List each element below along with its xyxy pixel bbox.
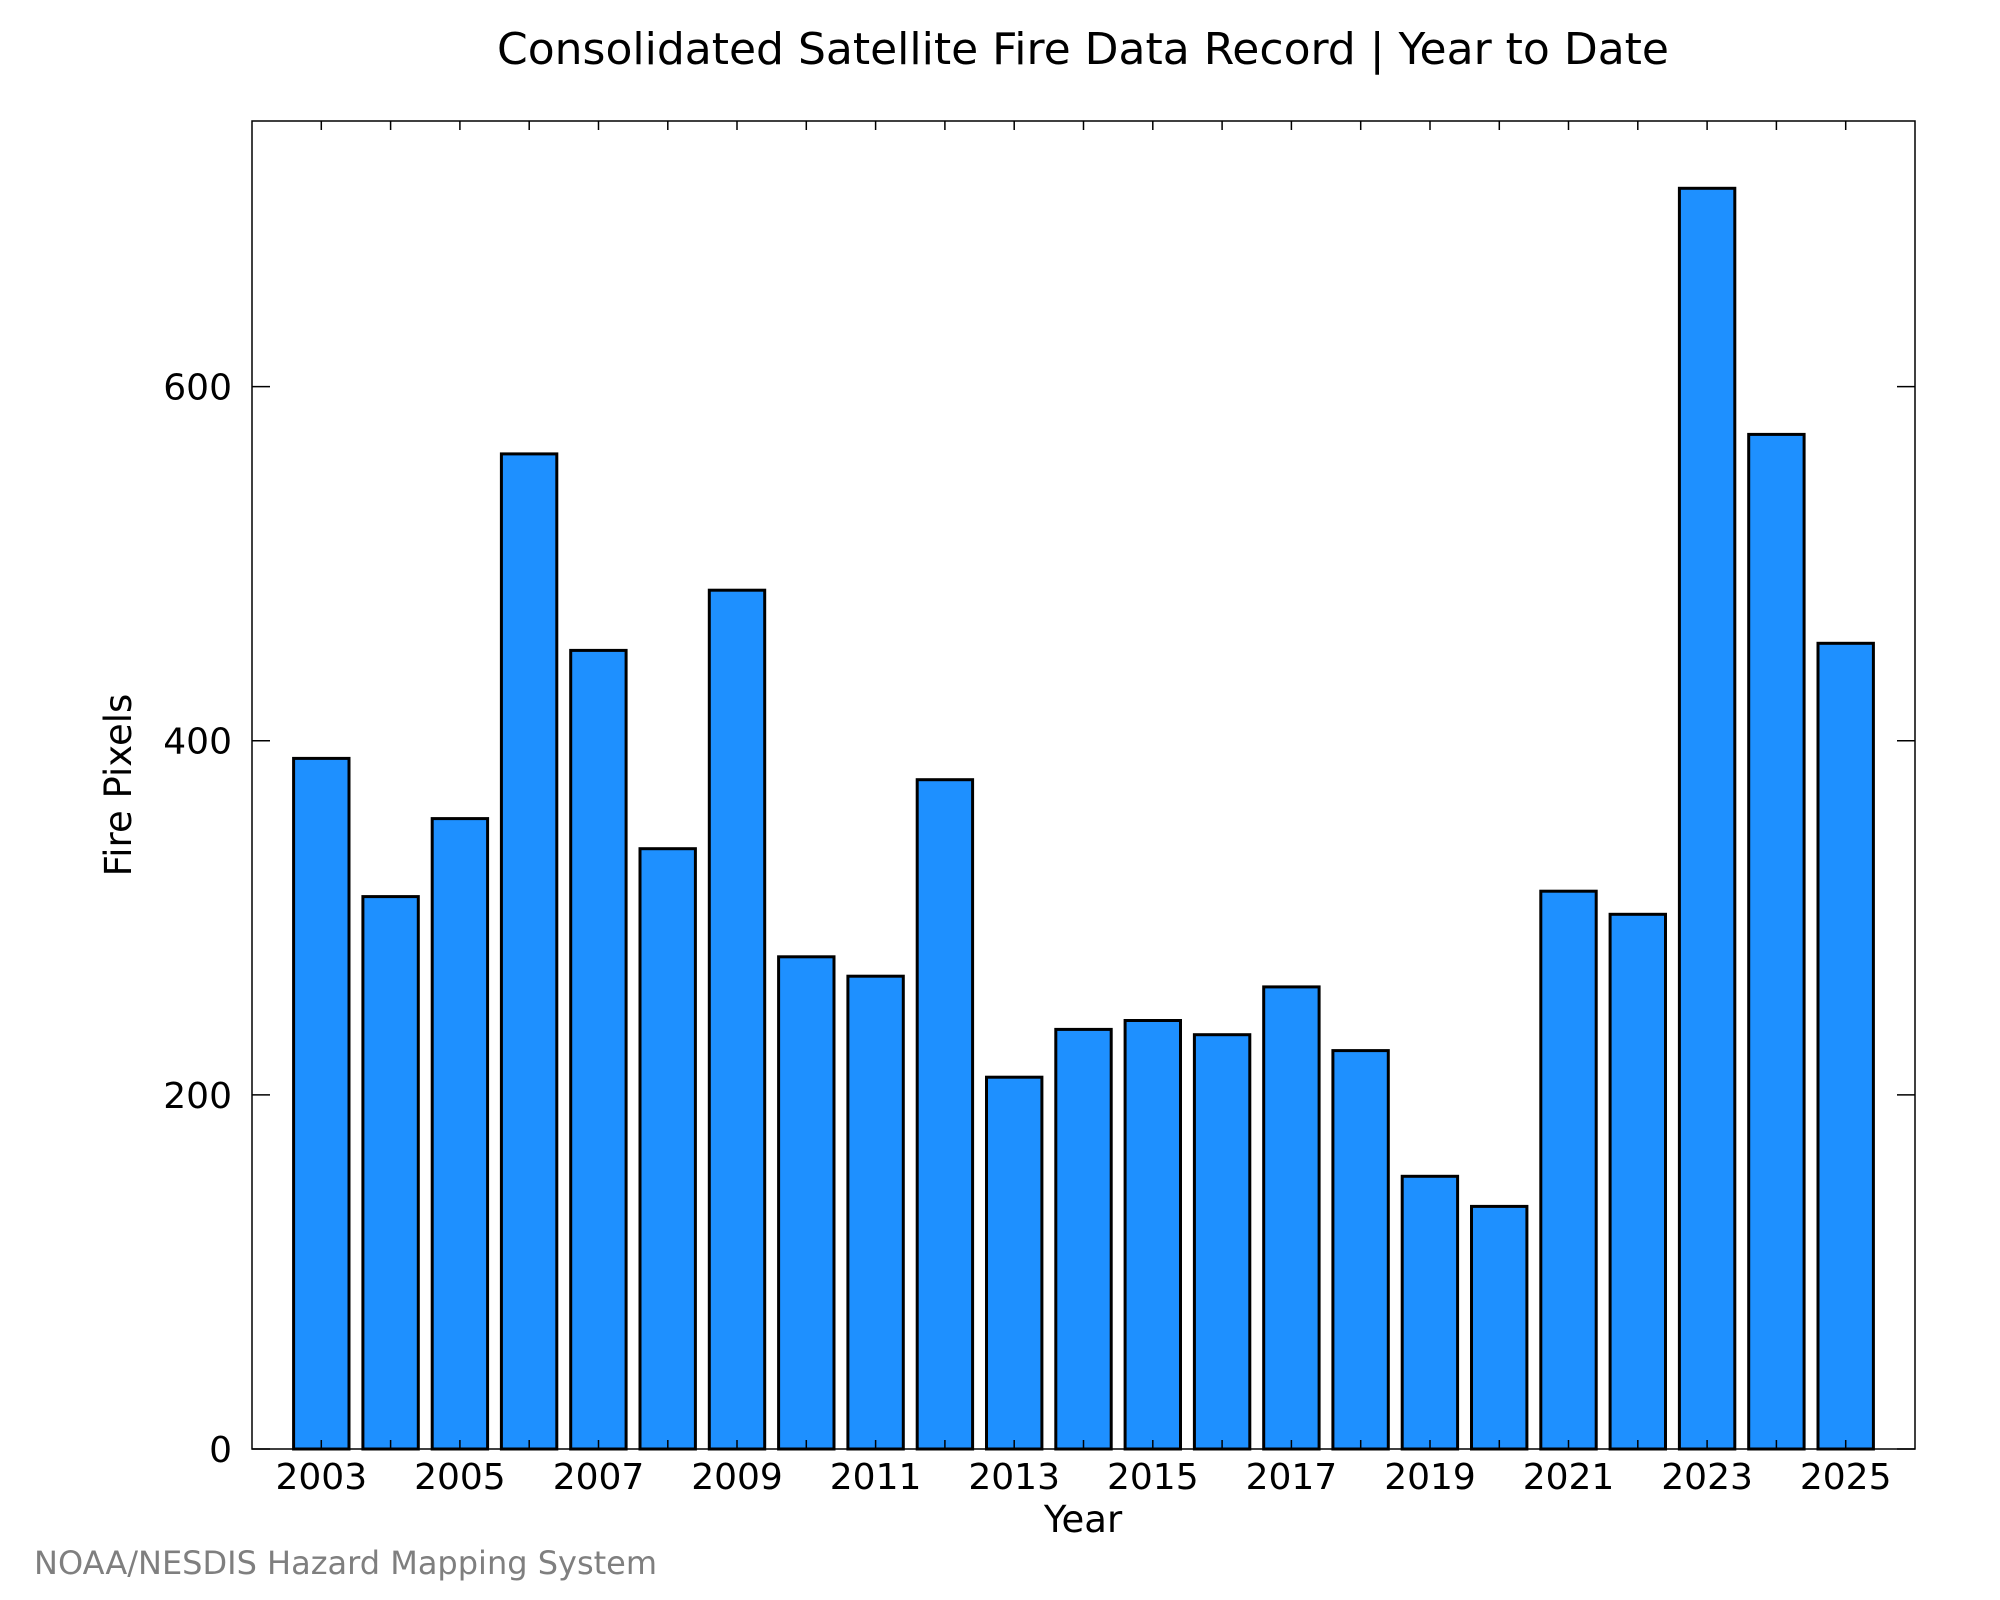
x-tick-label: 2025 <box>1800 1457 1892 1498</box>
bar-2016 <box>1192 1033 1252 1451</box>
x-tick-label: 2017 <box>1246 1457 1338 1498</box>
y-tick-label: 200 <box>163 1076 232 1117</box>
x-tick-label: 2021 <box>1523 1457 1615 1498</box>
bar-2008 <box>638 847 697 1451</box>
bar-2012 <box>915 778 975 1451</box>
bar-2003 <box>292 756 351 1451</box>
bar-2004 <box>361 895 420 1451</box>
chart-title: Consolidated Satellite Fire Data Record … <box>497 24 1669 75</box>
bar-2006 <box>499 452 559 1451</box>
bar-2014 <box>1054 1027 1113 1451</box>
x-axis-ticks: 2003 2005 2007 2009 2011 2013 2015 2017 2019 2021… <box>275 121 1892 1498</box>
x-tick-label: 2023 <box>1661 1457 1753 1498</box>
bar-2025 <box>1816 641 1875 1451</box>
bars <box>292 186 1875 1451</box>
bar-2022 <box>1608 912 1667 1451</box>
y-axis-ticks: 0 200 400 600 <box>163 368 1915 1471</box>
bar-2013 <box>985 1075 1044 1451</box>
bar-2023 <box>1677 186 1737 1451</box>
bar-2015 <box>1123 1019 1182 1451</box>
y-tick-label: 0 <box>209 1430 232 1471</box>
x-tick-label: 2005 <box>414 1457 506 1498</box>
x-tick-label: 2009 <box>691 1457 783 1498</box>
bar-2024 <box>1747 432 1806 1451</box>
x-tick-label: 2003 <box>275 1457 367 1498</box>
y-axis-label: Fire Pixels <box>97 694 140 877</box>
y-tick-label: 400 <box>163 722 232 763</box>
bar-2021 <box>1539 889 1598 1451</box>
x-tick-label: 2019 <box>1384 1457 1476 1498</box>
bar-2019 <box>1400 1174 1460 1451</box>
credit-text: NOAA/NESDIS Hazard Mapping System <box>34 1544 657 1582</box>
bar-2010 <box>777 955 836 1451</box>
bar-2018 <box>1331 1049 1390 1451</box>
bar-2005 <box>430 817 490 1451</box>
x-tick-label: 2007 <box>553 1457 645 1498</box>
bar-2017 <box>1262 985 1321 1451</box>
x-tick-label: 2011 <box>830 1457 922 1498</box>
bar-2020 <box>1470 1204 1529 1451</box>
bar-2011 <box>846 974 905 1451</box>
x-tick-label: 2015 <box>1107 1457 1199 1498</box>
bar-2007 <box>569 648 628 1451</box>
bar-2009 <box>707 588 767 1451</box>
x-tick-label: 2013 <box>968 1457 1060 1498</box>
x-axis-label: Year <box>1043 1498 1123 1541</box>
y-tick-label: 600 <box>163 368 232 409</box>
